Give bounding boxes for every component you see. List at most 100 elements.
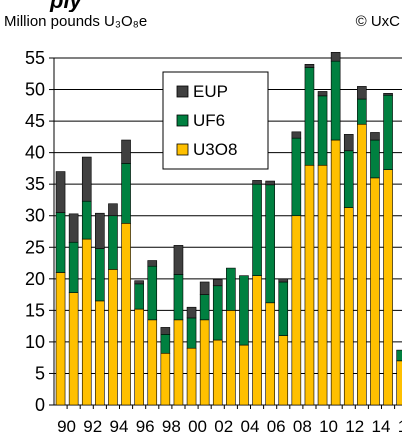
bar-segment-u3o8 <box>396 360 402 406</box>
bar-segment-uf6 <box>226 267 236 311</box>
bar-segment-uf6 <box>317 95 328 166</box>
bar-segment-uf6 <box>396 349 402 362</box>
bar-segment-eup <box>343 134 354 152</box>
bar-segment-u3o8 <box>121 222 131 406</box>
copyright-notice: © UxC <box>355 13 400 30</box>
y-tick-label: 0 <box>35 395 45 415</box>
bar-segment-uf6 <box>95 248 105 302</box>
legend-label-uf6: UF6 <box>193 111 225 130</box>
y-axis-unit-label: Million pounds U₃O₈e <box>4 13 148 30</box>
legend-swatch-eup <box>176 85 189 98</box>
y-tick-label: 50 <box>25 80 45 100</box>
bar-segment-u3o8 <box>357 123 367 406</box>
bar-segment-eup <box>147 260 158 267</box>
bar-segment-uf6 <box>330 60 341 141</box>
y-tick-label: 25 <box>25 237 45 257</box>
bar-segment-u3o8 <box>147 319 158 406</box>
bar-segment-uf6 <box>343 150 354 208</box>
bar-segment-eup <box>173 245 184 275</box>
bar-segment-u3o8 <box>199 319 210 406</box>
bar-segment-uf6 <box>108 215 118 270</box>
bar-segment-eup <box>357 86 367 100</box>
bar-segment-u3o8 <box>317 164 328 406</box>
y-tick-label: 40 <box>25 143 45 163</box>
bar-segment-eup <box>265 180 275 186</box>
bar-segment-uf6 <box>239 275 249 346</box>
bar-segment-uf6 <box>121 163 131 224</box>
bar-segment-u3o8 <box>55 272 66 406</box>
bar-segment-eup <box>186 306 197 319</box>
bar-segment-eup <box>252 180 262 185</box>
y-tick-label: 30 <box>25 206 45 226</box>
bar-segment-u3o8 <box>81 238 92 406</box>
bar-segment-eup <box>134 280 144 285</box>
bar-segment-eup <box>278 278 289 283</box>
bar-segment-uf6 <box>186 317 197 349</box>
bar-segment-eup <box>212 279 223 287</box>
y-tick-label: 15 <box>25 300 45 320</box>
bar-segment-u3o8 <box>265 302 275 406</box>
x-tick-label: 94 <box>109 417 128 436</box>
bar-segment-u3o8 <box>108 269 118 406</box>
bar-segment-u3o8 <box>370 177 380 406</box>
bar-segment-u3o8 <box>252 275 262 406</box>
bar-segment-u3o8 <box>68 292 79 406</box>
bar-segment-eup <box>81 156 92 202</box>
bar-segment-uf6 <box>173 274 184 321</box>
bar-segment-u3o8 <box>278 335 289 406</box>
x-tick-label: 98 <box>162 417 181 436</box>
bar-segment-u3o8 <box>226 310 236 406</box>
bar-segment-uf6 <box>370 139 380 179</box>
bar-segment-u3o8 <box>291 215 302 406</box>
clipped-title: ply <box>0 0 402 12</box>
bar-segment-u3o8 <box>95 300 105 406</box>
bar-segment-u3o8 <box>134 308 144 406</box>
x-tick-label: 16 <box>398 417 402 436</box>
bar-segment-uf6 <box>291 137 302 217</box>
bar-segment-uf6 <box>252 183 262 276</box>
clipped-title-text: ply <box>50 0 82 12</box>
bar-segment-uf6 <box>134 283 144 310</box>
bar-segment-eup <box>317 91 328 97</box>
bar-segment-eup <box>370 132 380 141</box>
x-tick-label: 08 <box>293 417 312 436</box>
bar-segment-u3o8 <box>239 344 249 406</box>
bar-segment-uf6 <box>304 67 315 166</box>
bar-segment-eup <box>291 131 302 139</box>
bar-segment-u3o8 <box>304 164 315 406</box>
bar-segment-eup <box>199 281 210 295</box>
y-tick-label: 10 <box>25 332 45 352</box>
y-tick-label: 5 <box>35 363 45 383</box>
y-tick-label: 55 <box>25 48 45 68</box>
x-tick-label: 06 <box>267 417 286 436</box>
bar-segment-eup <box>68 213 79 243</box>
bar-segment-u3o8 <box>173 319 184 406</box>
bar-segment-uf6 <box>199 294 210 321</box>
bar-segment-eup <box>95 212 105 249</box>
bar-segment-uf6 <box>55 212 66 273</box>
bar-segment-uf6 <box>278 281 289 336</box>
bar-segment-u3o8 <box>343 207 354 406</box>
x-tick-label: 90 <box>57 417 76 436</box>
x-tick-label: 96 <box>136 417 155 436</box>
bar-segment-u3o8 <box>186 347 197 406</box>
y-tick-label: 35 <box>25 174 45 194</box>
bar-segment-uf6 <box>383 94 393 170</box>
x-tick-label: 02 <box>214 417 233 436</box>
y-tick-label: 45 <box>25 111 45 131</box>
bar-segment-eup <box>160 327 171 335</box>
bar-segment-eup <box>330 52 341 62</box>
x-tick-label: 10 <box>319 417 338 436</box>
bar-segment-eup <box>304 64 315 68</box>
bar-segment-u3o8 <box>383 169 393 406</box>
bar-segment-u3o8 <box>330 139 341 406</box>
bar-segment-uf6 <box>81 200 92 240</box>
bar-segment-eup <box>55 171 66 213</box>
bar-segment-u3o8 <box>160 352 171 406</box>
bar-segment-uf6 <box>212 285 223 341</box>
bar-segment-uf6 <box>357 98 367 125</box>
x-tick-label: 14 <box>371 417 390 436</box>
bar-segment-uf6 <box>265 184 275 304</box>
bar-segment-uf6 <box>68 241 79 293</box>
legend-swatch-u3o8 <box>176 143 189 156</box>
